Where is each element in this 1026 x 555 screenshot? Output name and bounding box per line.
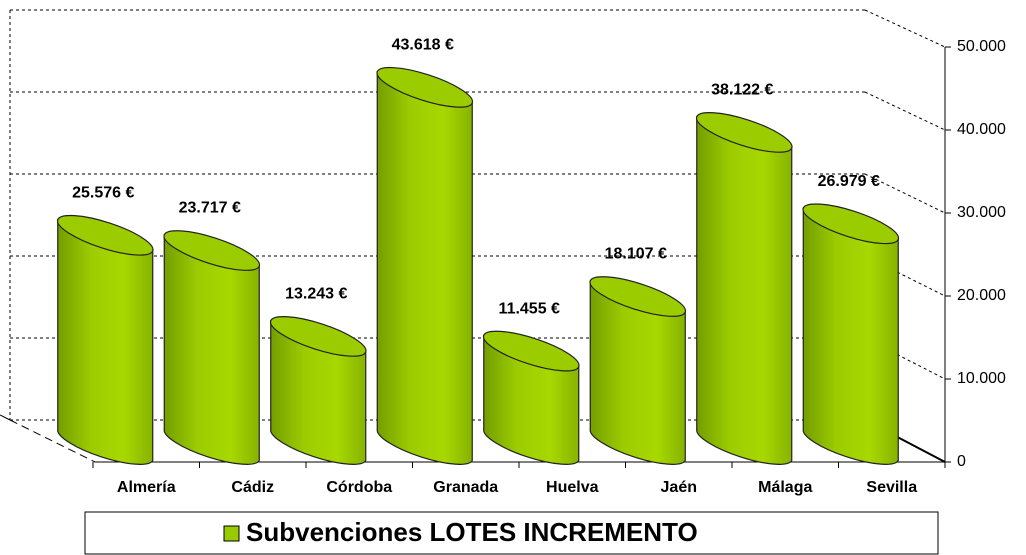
bar-top	[589, 276, 687, 317]
x-tick-label: Granada	[433, 479, 498, 496]
value-label: 23.717 €	[179, 200, 241, 217]
bar-top	[802, 203, 900, 245]
x-tick-label: Almería	[117, 479, 176, 496]
value-label: 25.576 €	[72, 184, 134, 201]
grid-connector	[864, 91, 946, 131]
bar-top	[482, 330, 580, 372]
value-label: 38.122 €	[711, 82, 773, 99]
value-label: 26.979 €	[818, 173, 880, 190]
bar	[696, 116, 793, 465]
floor-edge	[0, 414, 11, 421]
y-tick-label: 20.000	[957, 287, 1006, 304]
y-tick-label: 50.000	[957, 38, 1006, 55]
legend-swatch	[223, 525, 240, 542]
legend-label: Subvenciones LOTES INCREMENTO	[246, 517, 698, 547]
x-tick-label: Sevilla	[866, 479, 917, 496]
x-tick-label: Huelva	[546, 479, 599, 496]
bar	[802, 207, 899, 465]
x-tick-label: Málaga	[758, 479, 812, 496]
y-tick-label: 10.000	[957, 370, 1006, 387]
bar	[376, 71, 473, 465]
y-tick-label: 30.000	[957, 204, 1006, 221]
x-tick-label: Cádiz	[231, 479, 274, 496]
bar-top	[376, 66, 474, 108]
value-label: 11.455 €	[499, 300, 561, 317]
value-label: 13.243 €	[285, 286, 347, 303]
floor-edge	[9, 419, 96, 463]
bar	[589, 280, 686, 465]
bar	[270, 320, 367, 465]
value-label: 18.107 €	[605, 246, 667, 263]
grid-connector	[864, 173, 946, 214]
x-tick-label: Jaén	[661, 479, 697, 496]
bar-top	[56, 214, 154, 256]
bar-top	[695, 112, 793, 153]
x-tick-label: Córdoba	[326, 479, 392, 496]
y-tick-label: 40.000	[957, 121, 1006, 138]
bar	[163, 234, 260, 465]
value-label: 43.618 €	[392, 37, 454, 54]
bar-top	[269, 316, 367, 357]
y-tick-label: 0	[957, 453, 966, 470]
bar	[57, 218, 154, 465]
bar-top	[163, 230, 261, 271]
grid-connector	[864, 9, 946, 48]
